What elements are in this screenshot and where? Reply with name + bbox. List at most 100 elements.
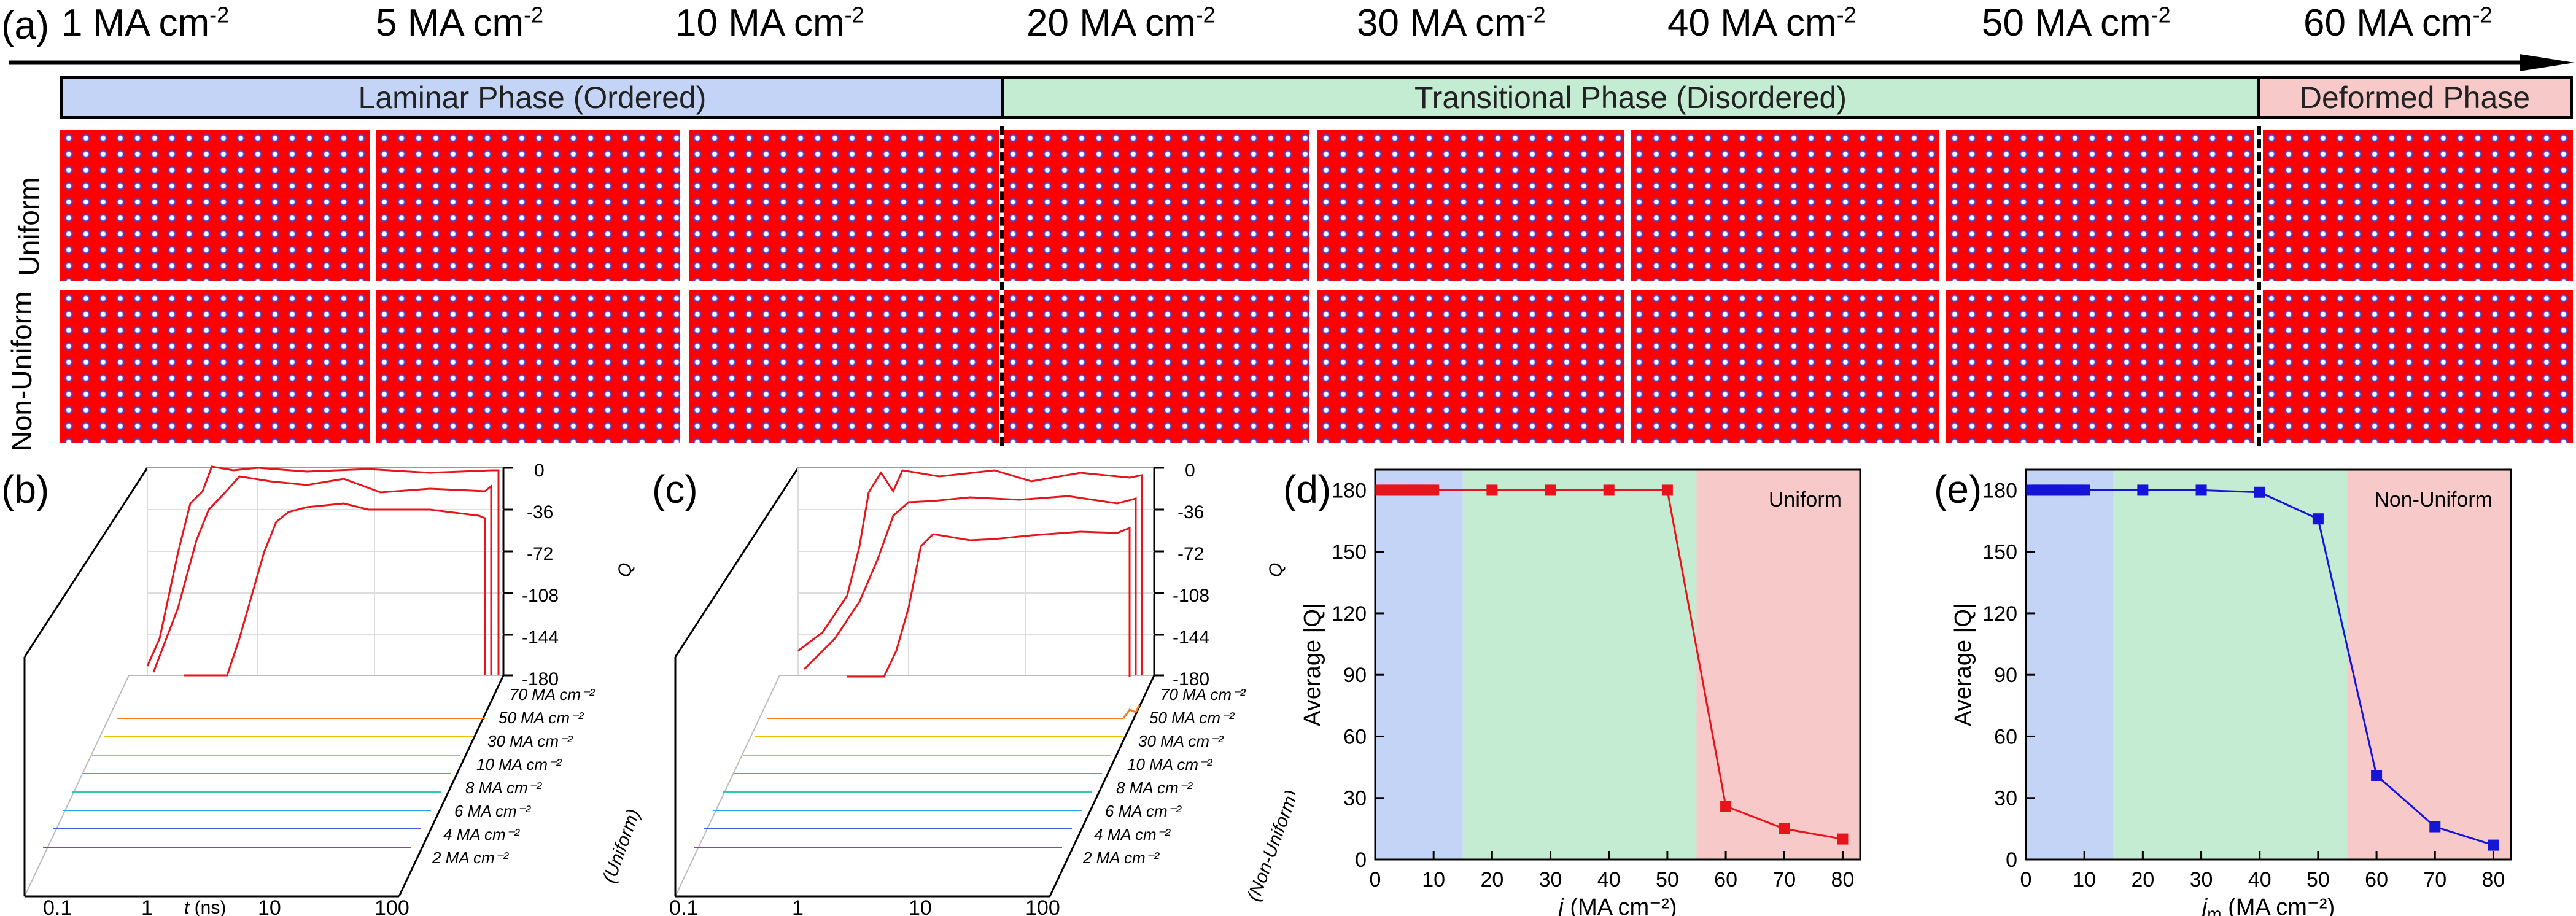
tile-nonuniform-5 (376, 290, 680, 443)
e-point-70 (2429, 821, 2441, 833)
tile-uniform-40 (1631, 130, 1939, 281)
svg-text:8 MA cm⁻²: 8 MA cm⁻² (1116, 778, 1193, 797)
b-xtick-0.1: 0.1 (43, 896, 72, 916)
b-xtick-1: 1 (141, 896, 153, 916)
e-point-50 (2312, 513, 2324, 525)
panel-d-label: (d) (1283, 467, 1332, 511)
panel-b-plot: 0 -36 -72 -108 -144 -180 Q 0.1 1 10 100 … (23, 460, 644, 916)
row-label-uniform: Uniform (13, 177, 45, 276)
b-z-ticks (503, 467, 513, 677)
tile-uniform-50 (1946, 130, 2254, 281)
b-xtick-10: 10 (258, 896, 281, 916)
e-ytick-0: 0 (2006, 848, 2017, 872)
c-ztick-72: -72 (1177, 544, 1204, 564)
c-curve-50 (803, 495, 1137, 675)
svg-text:6 MA cm⁻²: 6 MA cm⁻² (1105, 802, 1182, 820)
b-series-lines (43, 718, 485, 848)
b-curve-30 (184, 502, 486, 677)
svg-text:2 MA cm⁻²: 2 MA cm⁻² (432, 848, 509, 867)
svg-text:10 MA cm⁻²: 10 MA cm⁻² (476, 755, 562, 774)
panel-e-plot: 0 10 20 30 40 50 60 70 80 0 30 60 90 120 150 180 Non-U… (1950, 468, 2512, 916)
tile-uniform-60 (2263, 130, 2573, 281)
e-point-10 (2079, 484, 2090, 496)
d-xtick-80: 80 (1831, 868, 1855, 891)
d-point-50 (1661, 484, 1673, 496)
b-top-edge (23, 467, 149, 658)
tile-uniform-10 (689, 130, 999, 281)
b-ztick-108: -108 (522, 586, 559, 606)
panel-a-label: (a) (1, 3, 50, 47)
e-point-20 (2137, 484, 2149, 496)
d-xtick-20: 20 (1480, 868, 1503, 891)
phase-deformed: Deformed Phase (2257, 76, 2573, 119)
phase-transitional: Transitional Phase (Disordered) (1001, 76, 2260, 119)
svg-text:50 MA cm⁻²: 50 MA cm⁻² (499, 708, 584, 727)
b-back-grid (147, 468, 503, 675)
e-xtick-50: 50 (2306, 868, 2330, 891)
e-xtick-30: 30 (2190, 868, 2213, 891)
panel-c-label: (c) (652, 467, 698, 511)
c-series-lines (694, 704, 1141, 848)
d-point-80 (1837, 833, 1849, 845)
d-plot-frame (1374, 468, 1861, 861)
tile-nonuniform-1 (60, 290, 370, 443)
tile-nonuniform-60 (2263, 290, 2573, 443)
tile-uniform-30 (1317, 130, 1624, 281)
tile-uniform-1 (60, 130, 370, 281)
current-label-50: 50 MA cm-2 (1982, 2, 2171, 44)
d-ytick-30: 30 (1343, 787, 1367, 810)
e-ytick-90: 90 (1994, 664, 2017, 687)
d-ytick-150: 150 (1332, 541, 1367, 564)
tile-nonuniform-50 (1946, 290, 2254, 443)
phase-laminar: Laminar Phase (Ordered) (60, 76, 1004, 119)
d-ytick-60: 60 (1343, 725, 1367, 748)
e-ytick-180: 180 (1982, 479, 2017, 502)
d-ytick-0: 0 (1355, 848, 1367, 872)
c-xtick-1: 1 (792, 896, 804, 916)
e-region-2 (2347, 470, 2511, 860)
c-xtick-10: 10 (909, 896, 932, 916)
svg-text:8 MA cm⁻²: 8 MA cm⁻² (465, 778, 542, 797)
svg-text:2 MA cm⁻²: 2 MA cm⁻² (1082, 848, 1160, 867)
e-title: Non-Uniform (2374, 488, 2493, 511)
current-label-1: 1 MA cm-2 (61, 2, 230, 44)
c-top-edge (674, 467, 799, 658)
panel-d-plot: 0 10 20 30 40 50 60 70 80 0 30 60 90 120 150 180 Unifo… (1300, 468, 1861, 916)
c-ztick-180: -180 (1173, 669, 1209, 689)
c-ztick-144: -144 (1173, 627, 1209, 648)
d-ytick-90: 90 (1343, 664, 1367, 687)
b-series-labels: 70 MA cm⁻² 50 MA cm⁻² 30 MA cm⁻² 10 MA c… (432, 685, 596, 867)
d-point-60 (1720, 801, 1732, 812)
b-ztick-180: -180 (522, 669, 559, 689)
c-xtick-100: 100 (1025, 896, 1060, 916)
c-ztick-36: -36 (1177, 502, 1204, 522)
c-curve-30 (847, 526, 1131, 678)
b-x-axis-label: t (ns) (184, 898, 226, 916)
b-curve-50 (152, 475, 492, 675)
svg-text:30 MA cm⁻²: 30 MA cm⁻² (1138, 732, 1224, 750)
e-ytick-120: 120 (1982, 602, 2017, 626)
svg-text:50 MA cm⁻²: 50 MA cm⁻² (1149, 708, 1235, 727)
d-region-1 (1462, 470, 1697, 860)
svg-text:6 MA cm⁻²: 6 MA cm⁻² (454, 802, 531, 820)
b-ztick-144: -144 (522, 627, 559, 648)
c-xtick-0.1: 0.1 (669, 896, 698, 916)
d-region-0 (1375, 470, 1463, 860)
row-label-non-uniform: Non-Uniform (6, 291, 37, 452)
e-point-40 (2254, 486, 2265, 498)
tile-nonuniform-40 (1631, 290, 1939, 443)
e-xtick-80: 80 (2482, 868, 2505, 891)
d-point-30 (1545, 484, 1556, 496)
svg-text:4 MA cm⁻²: 4 MA cm⁻² (1094, 825, 1171, 844)
c-z-axis-label: Q (1266, 563, 1286, 577)
svg-text:70 MA cm⁻²: 70 MA cm⁻² (1160, 685, 1246, 704)
current-arrow (9, 54, 2575, 76)
c-z-ticks (1154, 467, 1164, 677)
current-label-10: 10 MA cm-2 (675, 2, 864, 44)
d-ytick-180: 180 (1332, 479, 1367, 502)
e-xtick-20: 20 (2131, 868, 2154, 891)
tile-nonuniform-30 (1317, 290, 1624, 443)
d-xtick-30: 30 (1539, 868, 1562, 891)
e-xtick-0: 0 (2020, 868, 2032, 891)
e-ytick-60: 60 (1994, 725, 2017, 748)
